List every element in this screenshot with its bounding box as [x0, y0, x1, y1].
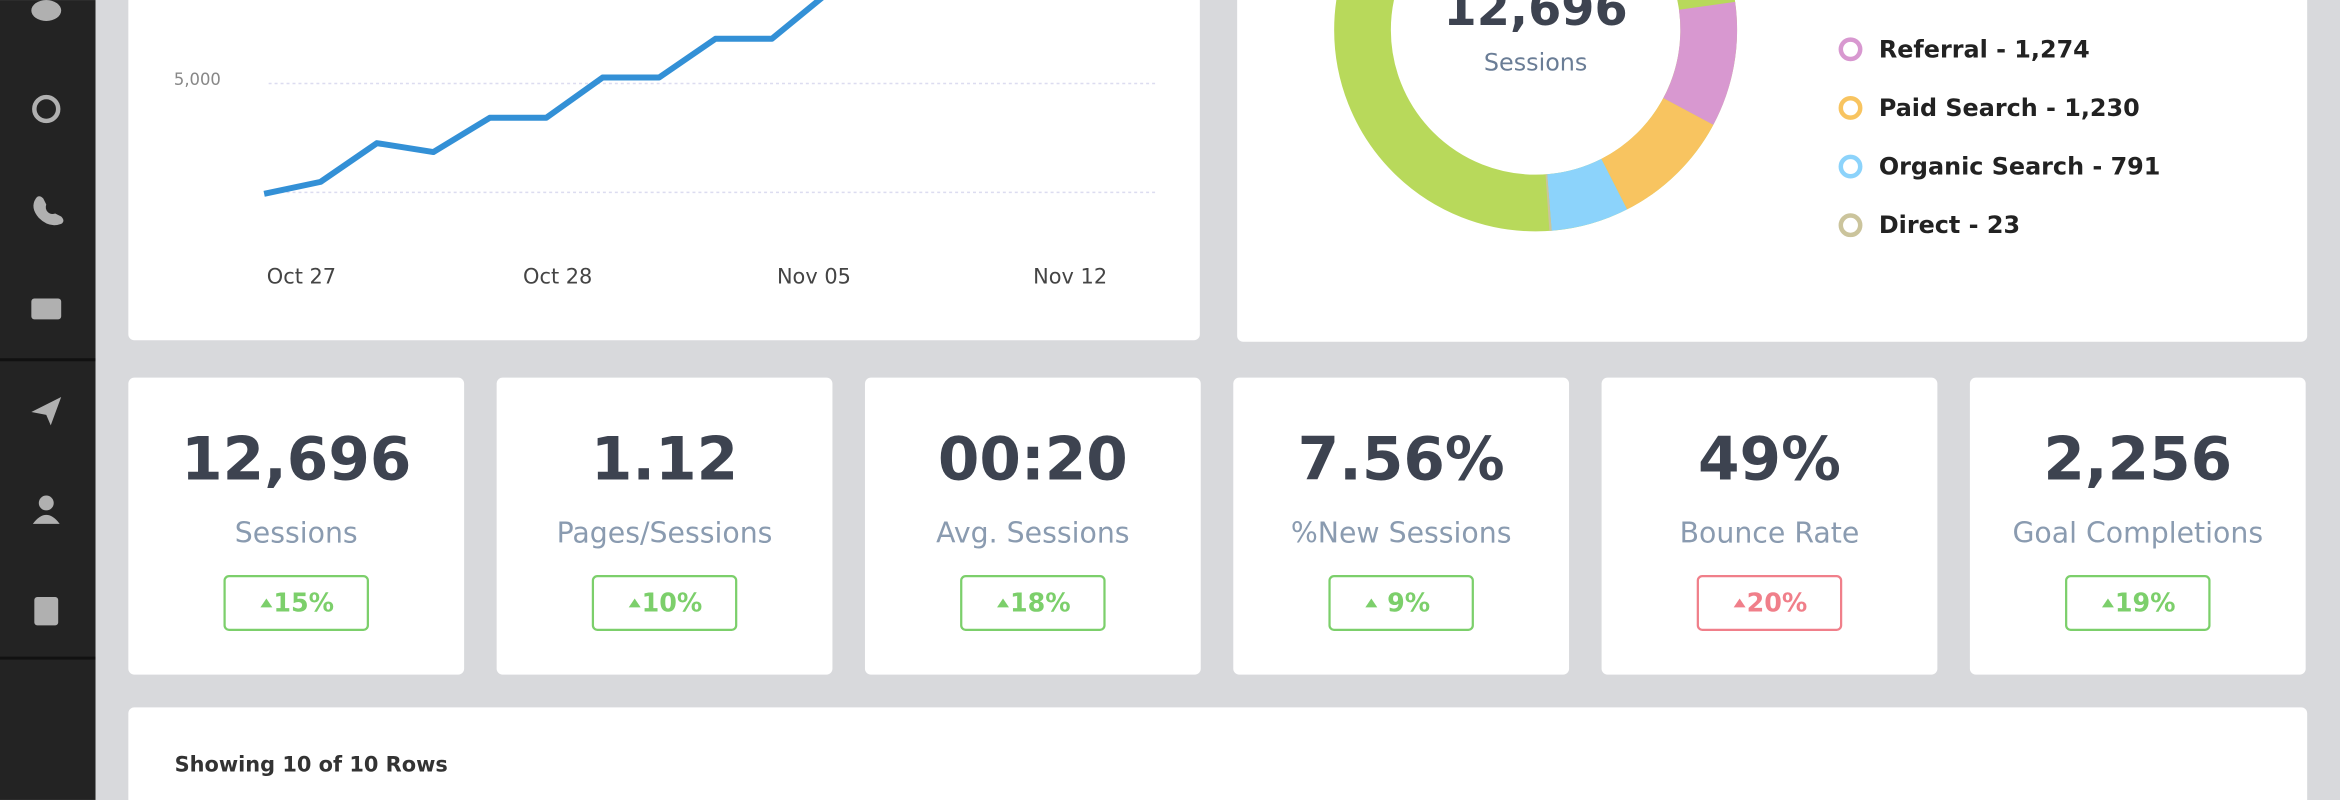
chat-icon[interactable] [31, 0, 62, 21]
kpi-card [1969, 377, 2306, 675]
x-tick-label: Nov 12 [1033, 265, 1107, 289]
trend-arrow [2101, 598, 2114, 608]
kpi-value: 1.12 [591, 425, 738, 494]
x-tick-label: Oct 28 [523, 265, 592, 289]
trend-arrow [628, 598, 641, 608]
kpi-badge [591, 574, 738, 631]
donut-segment [1546, 158, 1628, 231]
line-card [128, 0, 1200, 341]
legend-marker [1838, 154, 1863, 179]
legend-label: Paid Search - 1,230 [1879, 94, 2140, 122]
donut-center-label: Sessions [1484, 49, 1587, 77]
kpi-label: Goal Completions [2012, 516, 2263, 549]
line-chart: 5,000 Oct 27 Oct 28 Nov 05 Nov 12 [174, 0, 1157, 289]
kpi-label: Pages/Sessions [557, 516, 773, 549]
legend-marker [1838, 37, 1863, 62]
sidebar-bg [0, 0, 96, 800]
table-caption: Showing 10 of 10 Rows [175, 753, 448, 777]
kpi-value: 2,256 [2043, 425, 2232, 494]
kpi-card [864, 377, 1201, 675]
at-icon[interactable] [32, 94, 61, 124]
table-card [128, 707, 2308, 800]
kpi-value: 49% [1698, 425, 1841, 494]
send-icon[interactable] [31, 397, 62, 426]
kpi-change: 18% [1010, 587, 1071, 617]
trend-arrow [1733, 598, 1746, 608]
kpi-label: Avg. Sessions [936, 516, 1129, 549]
legend-marker [1838, 96, 1863, 120]
kpi-change: 9% [1387, 587, 1430, 617]
kpi-change: 19% [2115, 587, 2176, 617]
donut-chart: Referral - 1,274 Paid Search - 1,230 Organ… [1334, 0, 2161, 239]
donut-center-value: 12,696 [1443, 0, 1627, 37]
phone-icon[interactable] [33, 196, 64, 226]
legend-label: Referral - 1,274 [1879, 35, 2090, 63]
clipboard-icon[interactable] [34, 596, 59, 626]
x-tick-label: Oct 27 [267, 265, 336, 289]
legend-label: Organic Search - 791 [1879, 153, 2161, 181]
donut-card [1237, 0, 2308, 342]
legend-label: Direct - 23 [1879, 211, 2020, 239]
user-icon[interactable] [32, 495, 60, 524]
trend-arrow [260, 598, 273, 608]
kpi-value: 7.56% [1298, 425, 1505, 494]
kpi-card [128, 377, 465, 675]
donut-segment [1662, 1, 1738, 125]
sidebar [0, 0, 96, 800]
kpi-change: 15% [273, 587, 334, 617]
kpi-label: %New Sessions [1291, 516, 1512, 549]
mail-icon[interactable] [31, 298, 62, 320]
kpi-row: 12,696 Sessions 15% 1.12 Pages/Sessions 10% 00… [128, 377, 2306, 675]
kpi-card [496, 377, 833, 675]
kpi-card [1233, 377, 1570, 675]
y-tick-label: 5,000 [174, 70, 221, 89]
kpi-badge [223, 574, 369, 631]
kpi-change: 20% [1747, 587, 1808, 617]
kpi-card [1601, 377, 1938, 675]
kpi-label: Sessions [235, 516, 358, 549]
legend-marker [1838, 213, 1863, 238]
trend-arrow [997, 598, 1009, 608]
kpi-badge [2065, 574, 2211, 631]
kpi-badge [1328, 574, 1474, 631]
trend-arrow [1365, 598, 1378, 608]
kpi-label: Bounce Rate [1680, 516, 1860, 549]
kpi-value: 12,696 [181, 425, 411, 494]
kpi-change: 10% [642, 587, 703, 617]
donut-segment [1600, 97, 1714, 210]
x-tick-label: Nov 05 [777, 265, 851, 289]
kpi-value: 00:20 [938, 425, 1128, 494]
kpi-badge [1696, 574, 1843, 631]
line-series [263, 0, 824, 197]
kpi-badge [960, 574, 1106, 631]
